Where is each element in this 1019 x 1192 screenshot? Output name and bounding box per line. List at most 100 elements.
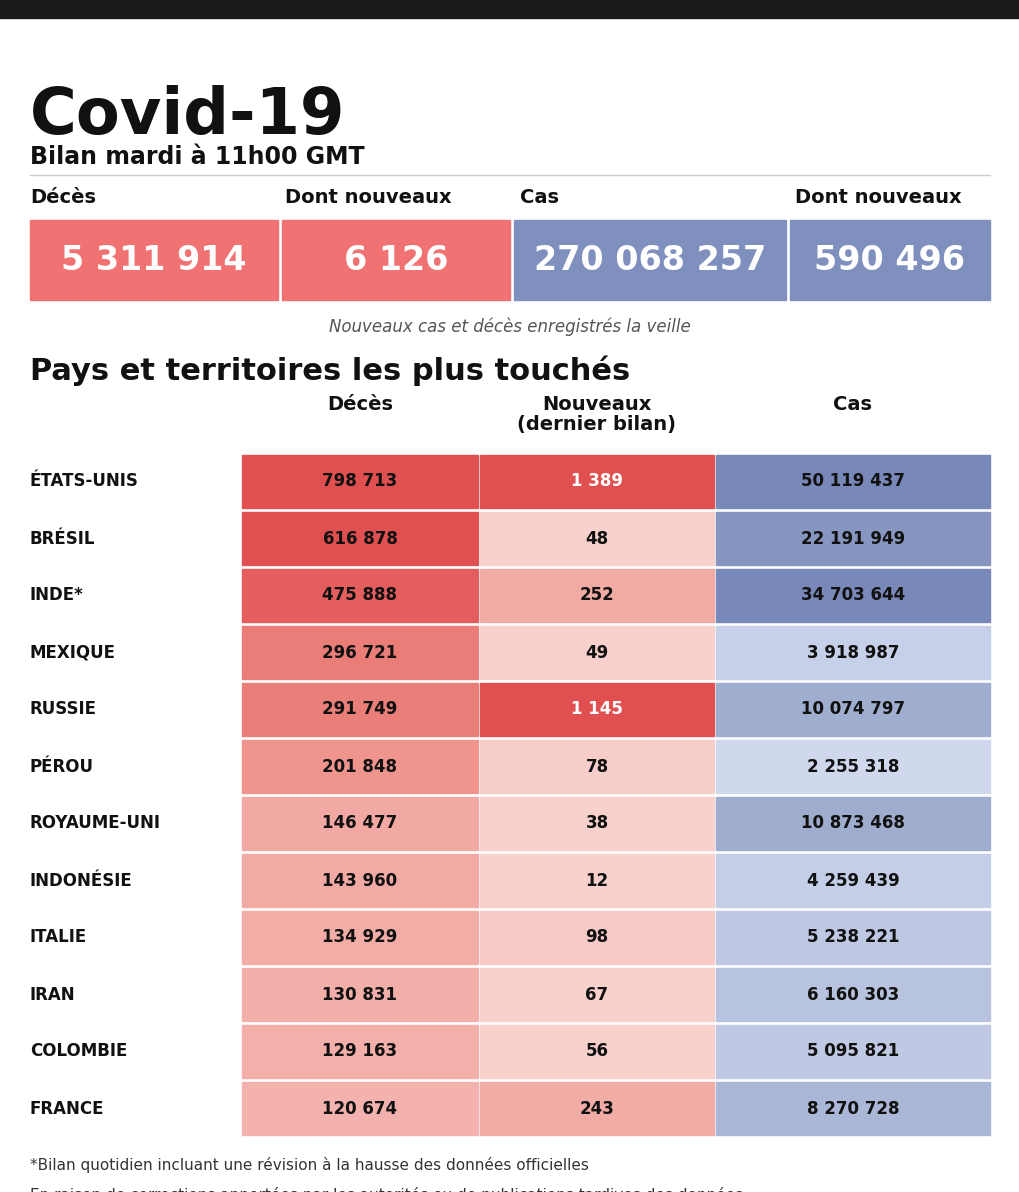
Text: Cas: Cas: [833, 395, 871, 414]
Text: 129 163: 129 163: [322, 1043, 397, 1061]
Bar: [715, 797, 989, 850]
Text: ITALIE: ITALIE: [30, 929, 88, 946]
Text: 270 068 257: 270 068 257: [533, 243, 765, 277]
Text: INDE*: INDE*: [30, 586, 84, 604]
Bar: [242, 1025, 478, 1078]
Text: Nouveaux cas et décès enregistrés la veille: Nouveaux cas et décès enregistrés la vei…: [329, 318, 690, 336]
Bar: [480, 797, 713, 850]
Text: ÉTATS-UNIS: ÉTATS-UNIS: [30, 472, 139, 490]
Text: INDONÉSIE: INDONÉSIE: [30, 871, 132, 889]
Text: 4 259 439: 4 259 439: [806, 871, 899, 889]
Text: 201 848: 201 848: [322, 757, 397, 776]
Bar: [480, 455, 713, 508]
Text: 146 477: 146 477: [322, 814, 397, 832]
Text: Covid-19: Covid-19: [30, 85, 345, 147]
Bar: [480, 1025, 713, 1078]
Bar: [242, 513, 478, 565]
Text: 590 496: 590 496: [814, 243, 965, 277]
Text: 49: 49: [585, 644, 608, 662]
Text: 56: 56: [585, 1043, 608, 1061]
Text: IRAN: IRAN: [30, 986, 75, 1004]
Text: 5 311 914: 5 311 914: [61, 243, 247, 277]
Text: Dont nouveaux: Dont nouveaux: [794, 188, 961, 207]
Text: COLOMBIE: COLOMBIE: [30, 1043, 127, 1061]
Text: 12: 12: [585, 871, 608, 889]
Text: (dernier bilan): (dernier bilan): [517, 415, 676, 434]
Text: 6 160 303: 6 160 303: [806, 986, 898, 1004]
Bar: [0, 0, 1019, 18]
Bar: [480, 569, 713, 622]
Text: 22 191 949: 22 191 949: [800, 529, 904, 547]
Bar: [242, 626, 478, 679]
Bar: [242, 968, 478, 1022]
Bar: [480, 740, 713, 793]
Text: Bilan mardi à 11h00 GMT: Bilan mardi à 11h00 GMT: [30, 145, 364, 169]
Text: 120 674: 120 674: [322, 1099, 397, 1118]
Bar: [242, 740, 478, 793]
Bar: [715, 626, 989, 679]
Bar: [715, 569, 989, 622]
Text: En raison de corrections apportées par les autorités ou de publications tardives: En raison de corrections apportées par l…: [30, 1187, 747, 1192]
Bar: [480, 853, 713, 907]
Text: 243: 243: [579, 1099, 613, 1118]
Text: 475 888: 475 888: [322, 586, 397, 604]
Text: Dont nouveaux: Dont nouveaux: [284, 188, 451, 207]
Text: 2 255 318: 2 255 318: [806, 757, 899, 776]
Text: 34 703 644: 34 703 644: [800, 586, 904, 604]
Text: Décès: Décès: [327, 395, 392, 414]
Text: 798 713: 798 713: [322, 472, 397, 490]
Text: 143 960: 143 960: [322, 871, 397, 889]
Bar: [480, 626, 713, 679]
Bar: [715, 968, 989, 1022]
Text: RUSSIE: RUSSIE: [30, 701, 97, 719]
Bar: [242, 455, 478, 508]
Text: 8 270 728: 8 270 728: [806, 1099, 899, 1118]
Text: 5 238 221: 5 238 221: [806, 929, 899, 946]
Text: 5 095 821: 5 095 821: [806, 1043, 898, 1061]
Bar: [715, 1025, 989, 1078]
Text: 1 389: 1 389: [571, 472, 623, 490]
Text: BRÉSIL: BRÉSIL: [30, 529, 96, 547]
Text: 296 721: 296 721: [322, 644, 397, 662]
Bar: [480, 1082, 713, 1135]
Text: 10 873 468: 10 873 468: [800, 814, 904, 832]
Text: Décès: Décès: [30, 188, 96, 207]
Text: Pays et territoires les plus touchés: Pays et territoires les plus touchés: [30, 355, 630, 385]
Text: 38: 38: [585, 814, 608, 832]
Text: 291 749: 291 749: [322, 701, 397, 719]
Text: Nouveaux: Nouveaux: [542, 395, 651, 414]
Bar: [715, 853, 989, 907]
Bar: [242, 569, 478, 622]
Bar: [715, 1082, 989, 1135]
Text: 134 929: 134 929: [322, 929, 397, 946]
Bar: [242, 1082, 478, 1135]
Text: *Bilan quotidien incluant une révision à la hausse des données officielles: *Bilan quotidien incluant une révision à…: [30, 1157, 588, 1173]
Text: 10 074 797: 10 074 797: [800, 701, 904, 719]
Text: FRANCE: FRANCE: [30, 1099, 104, 1118]
Text: ROYAUME-UNI: ROYAUME-UNI: [30, 814, 161, 832]
Text: 50 119 437: 50 119 437: [800, 472, 904, 490]
Text: 616 878: 616 878: [322, 529, 397, 547]
Text: 252: 252: [579, 586, 613, 604]
Bar: [30, 221, 278, 300]
Text: 3 918 987: 3 918 987: [806, 644, 899, 662]
Bar: [514, 221, 786, 300]
Text: 130 831: 130 831: [322, 986, 397, 1004]
Bar: [242, 683, 478, 735]
Bar: [480, 513, 713, 565]
Bar: [715, 513, 989, 565]
Bar: [715, 683, 989, 735]
Bar: [480, 968, 713, 1022]
Text: 67: 67: [585, 986, 608, 1004]
Bar: [480, 911, 713, 964]
Text: 1 145: 1 145: [571, 701, 623, 719]
Text: 6 126: 6 126: [343, 243, 447, 277]
Text: 78: 78: [585, 757, 608, 776]
Bar: [715, 911, 989, 964]
Bar: [242, 853, 478, 907]
Bar: [715, 740, 989, 793]
Bar: [242, 797, 478, 850]
Bar: [242, 911, 478, 964]
Text: 48: 48: [585, 529, 608, 547]
Text: PÉROU: PÉROU: [30, 757, 94, 776]
